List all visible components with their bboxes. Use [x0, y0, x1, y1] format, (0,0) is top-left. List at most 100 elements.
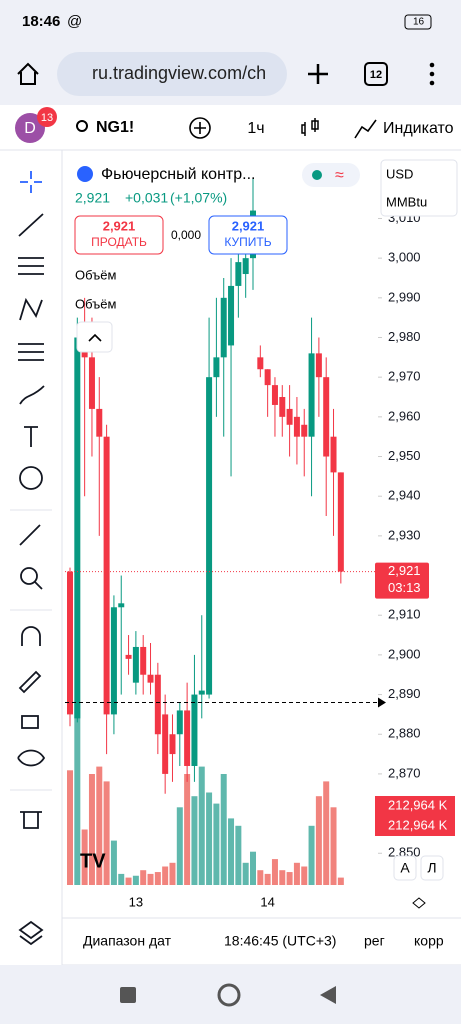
legend-price: 2,921 — [75, 190, 110, 206]
symbol[interactable]: NG1! — [96, 119, 134, 136]
candle-body — [279, 397, 286, 417]
volume-bar — [206, 792, 213, 885]
legend-title: Фьючерсный контр... — [101, 166, 255, 183]
auto-label: А — [400, 860, 410, 876]
nav-recent[interactable] — [120, 987, 136, 1003]
volume-label-box — [375, 816, 455, 836]
delay-icon: ≈ — [335, 167, 344, 184]
candle-body — [198, 690, 205, 695]
volume-bar — [184, 774, 191, 885]
candle-body — [154, 674, 161, 735]
currency-select[interactable] — [380, 159, 458, 217]
volume-bar — [220, 774, 227, 885]
volume-bar — [81, 829, 88, 885]
date-range[interactable]: Диапазон дат — [83, 933, 172, 949]
market-open — [312, 170, 322, 180]
avatar[interactable] — [15, 113, 45, 143]
currency: USD — [386, 166, 413, 181]
volume-bar — [132, 875, 139, 885]
volume-legend: Объём — [75, 267, 116, 282]
collapse-button[interactable] — [76, 321, 113, 353]
settings[interactable] — [412, 897, 426, 909]
volume-bar — [169, 862, 176, 885]
regular-session[interactable]: рег — [364, 933, 385, 949]
symbol-logo — [77, 166, 93, 182]
search-icon[interactable] — [76, 120, 88, 132]
nav-home[interactable] — [217, 983, 241, 1007]
candle-body — [286, 408, 293, 425]
menu[interactable] — [429, 62, 435, 86]
volume-bar — [88, 774, 95, 885]
sell-button[interactable] — [74, 215, 164, 255]
volume-bar — [337, 877, 344, 885]
volume-bar — [228, 818, 235, 885]
y-tick-label: 2,970 — [388, 369, 421, 384]
y-tick-label: 2,870 — [388, 765, 421, 780]
volume-legend: Объём — [75, 296, 116, 311]
volume-label: 212,964 K — [388, 797, 448, 812]
chart-type[interactable] — [301, 118, 319, 136]
candle-body — [220, 297, 227, 358]
candle-body — [162, 714, 169, 774]
y-tick-label: 2,980 — [388, 329, 421, 344]
volume-label-box — [375, 796, 455, 816]
y-tick-label: 2,940 — [388, 488, 421, 503]
candle-body — [118, 603, 125, 608]
badge — [37, 107, 57, 127]
volume-bar — [279, 870, 286, 885]
candle-body — [96, 408, 103, 437]
candle-body — [103, 436, 110, 715]
volume-bar — [264, 873, 271, 885]
volume-bar — [301, 866, 308, 885]
indicators[interactable]: Индикато — [383, 120, 454, 137]
clock: 18:46:45 (UTC+3) — [224, 933, 336, 949]
badge-count: 13 — [41, 112, 53, 124]
nav-back[interactable] — [320, 986, 336, 1004]
candle-body — [74, 337, 81, 719]
candle-body — [67, 571, 73, 715]
buy-button[interactable] — [208, 215, 288, 255]
drawing-tools[interactable] — [17, 171, 46, 946]
candle-body — [271, 385, 278, 405]
volume-bar — [315, 796, 322, 885]
auto-button[interactable] — [393, 855, 417, 881]
tv-logo: TV — [80, 850, 106, 872]
volume-bar — [235, 825, 242, 885]
log-label: Л — [427, 860, 436, 876]
compare-button[interactable] — [189, 117, 211, 139]
volume-bar — [330, 807, 337, 885]
plus — [194, 122, 206, 134]
volume-bar — [118, 873, 125, 885]
interval[interactable]: 1ч — [247, 120, 264, 137]
home-button[interactable] — [17, 62, 39, 85]
log-button[interactable] — [420, 855, 444, 881]
candle-body — [323, 377, 330, 457]
countdown: 03:13 — [388, 580, 421, 595]
volume-bar — [323, 781, 330, 885]
legend-change: +0,031 — [125, 190, 168, 206]
volume-bar — [96, 766, 103, 885]
volume-bar — [308, 825, 315, 885]
volume-bar — [125, 877, 132, 885]
x-tick-label: 14 — [260, 894, 274, 909]
chevron — [88, 333, 102, 342]
candle-body — [257, 357, 264, 370]
volume-bar — [242, 862, 249, 885]
volume-bar — [110, 840, 117, 885]
candle-body — [176, 710, 183, 735]
tab-count: 12 — [370, 69, 382, 81]
adjust[interactable]: корр — [414, 933, 444, 949]
candle-body — [330, 436, 337, 473]
y-tick-label: 2,930 — [388, 527, 421, 542]
new-tab[interactable] — [308, 64, 328, 84]
volume-bar — [154, 872, 161, 885]
candle-body — [140, 646, 147, 675]
unit: MMBtu — [386, 194, 427, 209]
candle-body — [228, 285, 235, 346]
url-bar[interactable] — [57, 52, 287, 96]
volume-bar — [162, 866, 169, 885]
candle-body — [315, 353, 322, 378]
y-tick-label: 2,910 — [388, 607, 421, 622]
tabs-button[interactable] — [364, 62, 388, 86]
